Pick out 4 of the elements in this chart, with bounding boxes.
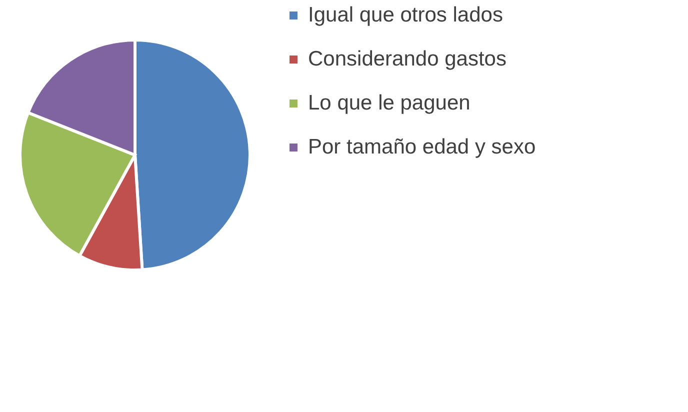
- legend-label: Por tamaño edad y sexo: [308, 136, 536, 158]
- legend-label: Considerando gastos: [308, 48, 506, 70]
- legend-label: Lo que le paguen: [308, 92, 470, 114]
- legend-label: Igual que otros lados: [308, 4, 503, 26]
